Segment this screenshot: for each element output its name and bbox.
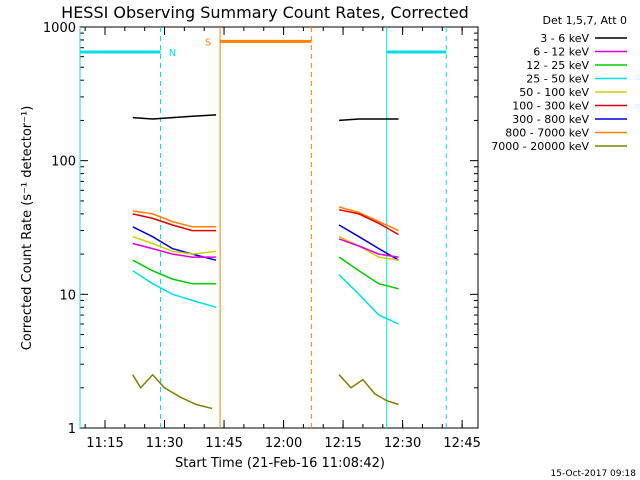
x-tick-label: 12:00 [265,436,302,451]
series-line [132,235,217,255]
x-tick-label: 12:45 [443,436,480,451]
annotation-label: N [169,48,176,59]
y-tick-label: 1 [68,422,76,437]
legend-label: 12 - 25 keV [526,59,589,72]
y-tick-label: 1000 [43,21,76,36]
legend-header: Det 1,5,7, Att 0 [543,14,627,27]
x-tick-label: 11:45 [205,436,242,451]
legend-label: 7000 - 20000 keV [491,140,589,153]
series-line [132,373,213,410]
y-axis-title: Corrected Count Rate (s⁻¹ detector⁻¹) [20,106,35,351]
plot-area: 11:15 11:30 11:45 12:00 12:15 12:30 12:45 1 10 10… [43,21,481,451]
series-line [132,213,217,232]
legend-label: 6 - 12 keV [533,46,589,59]
y-tick-label: 100 [51,155,76,170]
annotation-label: S [205,37,211,48]
legend-label: 3 - 6 keV [540,32,589,45]
y-tick-label: 10 [59,288,76,303]
series-line [338,208,399,236]
series-line [339,118,399,122]
series-line [132,114,217,120]
series-line [338,206,399,232]
series-line [132,270,217,309]
x-tick-label: 12:30 [384,436,421,451]
legend-label: 300 - 800 keV [512,113,589,126]
series-line [338,274,399,325]
chart-title: HESSI Observing Summary Count Rates, Cor… [61,3,469,22]
legend-label: 800 - 7000 keV [505,127,589,140]
legend-label: 50 - 100 keV [519,86,589,99]
series-line [338,224,399,261]
series-line [132,259,217,285]
legend-label: 100 - 300 keV [512,100,589,113]
series-line [338,236,399,261]
x-axis-title: Start Time (21-Feb-16 11:08:42) [175,456,385,471]
plot-frame [79,26,479,429]
series-line [338,374,399,406]
series-line [132,210,217,228]
footer-stamp: 15-Oct-2017 09:18 [551,469,637,479]
x-tick-label: 11:30 [146,436,183,451]
series-line [338,256,399,290]
series-line [338,238,399,258]
legend-label: 25 - 50 keV [526,73,589,86]
series-line [132,242,217,258]
x-tick-label: 11:15 [86,436,123,451]
x-tick-label: 12:15 [324,436,361,451]
series-line [132,226,217,261]
